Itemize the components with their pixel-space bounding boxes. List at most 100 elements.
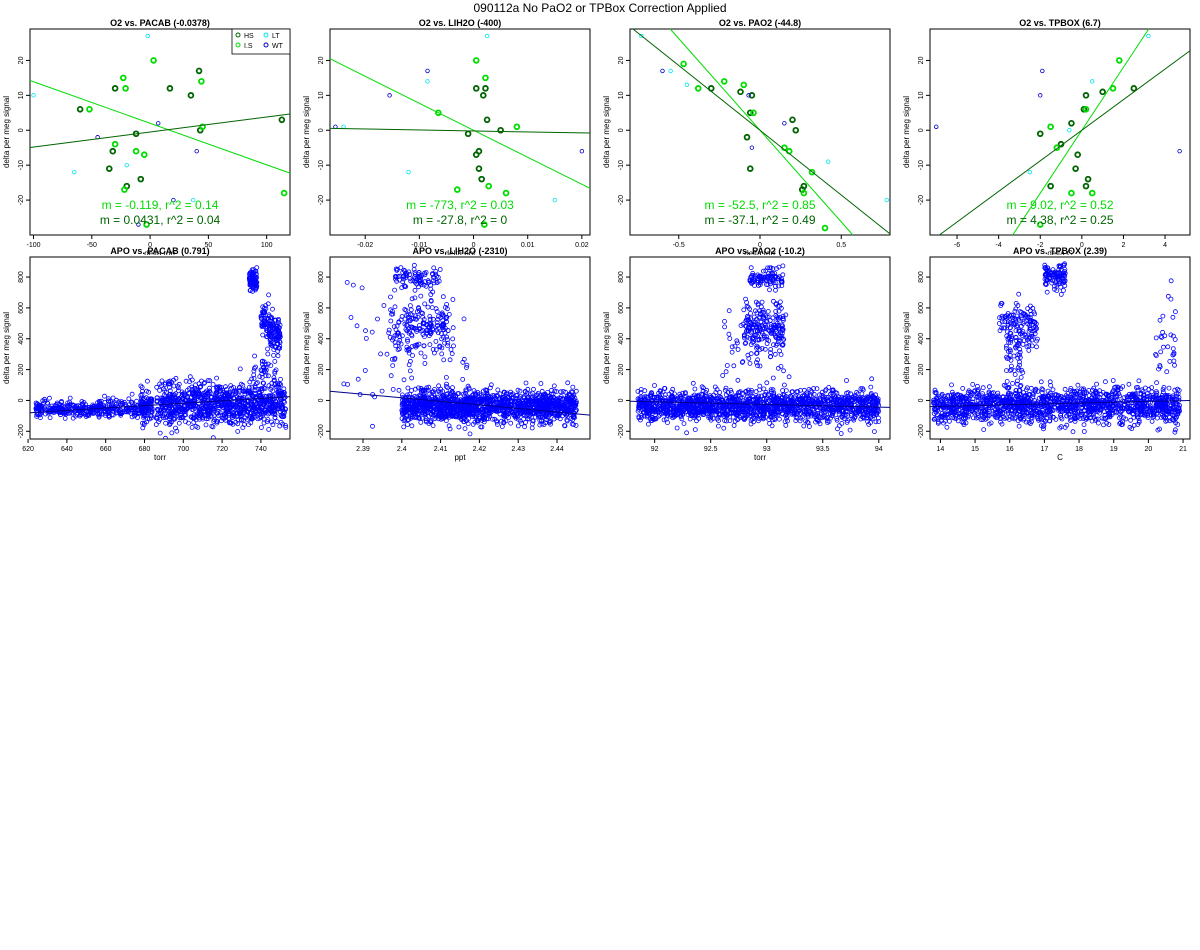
data-point-is bbox=[280, 189, 288, 197]
data-point bbox=[103, 412, 108, 418]
page-title: 090112a No PaO2 or TPBox Correction Appl… bbox=[473, 1, 727, 15]
chart-title: O2 vs. LIH2O (-400) bbox=[419, 18, 502, 28]
data-point bbox=[562, 423, 567, 428]
data-point bbox=[404, 272, 409, 278]
data-point bbox=[250, 288, 256, 294]
legend-label: I.S bbox=[244, 43, 253, 50]
data-point-is bbox=[1068, 189, 1075, 197]
fit-label: m = -52.5, r^2 = 0.85 bbox=[704, 198, 815, 212]
data-point bbox=[731, 423, 737, 428]
data-point bbox=[406, 350, 412, 356]
data-point bbox=[530, 418, 536, 424]
plot-frame bbox=[29, 256, 291, 440]
data-point-is bbox=[680, 60, 687, 68]
data-point bbox=[240, 425, 246, 431]
data-point bbox=[834, 415, 840, 421]
data-point-wt bbox=[749, 145, 755, 150]
data-point bbox=[521, 395, 527, 401]
data-point bbox=[529, 390, 535, 396]
data-point bbox=[215, 384, 221, 390]
data-point bbox=[562, 389, 568, 395]
data-point bbox=[269, 403, 274, 409]
data-point bbox=[159, 378, 165, 384]
data-point bbox=[420, 314, 426, 320]
data-point bbox=[169, 410, 175, 415]
data-point-wt bbox=[934, 124, 939, 129]
data-point bbox=[185, 403, 191, 409]
data-point bbox=[537, 403, 543, 409]
data-point bbox=[573, 422, 579, 428]
data-point bbox=[34, 402, 39, 408]
data-point bbox=[279, 413, 285, 419]
data-point bbox=[237, 387, 243, 393]
plot-area bbox=[330, 262, 590, 437]
data-point bbox=[67, 395, 73, 401]
data-point bbox=[539, 418, 545, 424]
data-point bbox=[740, 390, 746, 396]
data-point bbox=[443, 414, 449, 420]
data-point-hs bbox=[1074, 151, 1081, 158]
data-point bbox=[467, 412, 473, 417]
data-point bbox=[724, 418, 729, 424]
data-point bbox=[700, 392, 706, 397]
data-point bbox=[106, 410, 112, 416]
data-point bbox=[409, 375, 415, 381]
data-point bbox=[392, 340, 398, 345]
data-point bbox=[406, 394, 412, 400]
data-point bbox=[522, 389, 528, 395]
data-point bbox=[348, 315, 354, 320]
data-point-wt bbox=[156, 121, 161, 126]
data-point bbox=[806, 424, 812, 429]
data-point bbox=[519, 403, 525, 409]
data-point bbox=[434, 309, 440, 314]
data-point bbox=[272, 415, 278, 421]
data-point bbox=[262, 407, 268, 413]
panel-o2-pacab: O2 vs. PACAB (-0.0378) -100 -50 0 50 100 -20 -1… bbox=[0, 17, 300, 255]
data-point bbox=[249, 392, 255, 398]
data-point-wt bbox=[579, 149, 585, 154]
data-point bbox=[474, 417, 480, 423]
data-point bbox=[122, 409, 128, 415]
chart-apo-pao2: APO vs. PAO2 (-10.2)92 92.5 93 93.5 94-20002… bbox=[602, 246, 891, 462]
data-point bbox=[440, 294, 446, 300]
data-point bbox=[435, 323, 440, 328]
panel-o2-pao2: O2 vs. PAO2 (-44.8) -0.5 0 0.5 -20 -10 0 10 20 de… bbox=[600, 17, 900, 255]
x-tick-label: 94 bbox=[875, 446, 883, 453]
data-point-is bbox=[132, 147, 140, 155]
data-point bbox=[422, 409, 427, 415]
data-point-hs bbox=[464, 130, 472, 138]
data-point bbox=[404, 313, 409, 318]
y-tick-label: -10 bbox=[618, 160, 625, 170]
data-point bbox=[363, 336, 369, 341]
data-point bbox=[432, 413, 438, 418]
data-point bbox=[447, 357, 453, 363]
data-point bbox=[556, 404, 562, 410]
y-tick-label: 200 bbox=[18, 364, 25, 376]
data-point bbox=[237, 366, 243, 372]
data-point bbox=[446, 312, 452, 317]
data-point bbox=[434, 394, 440, 400]
data-point bbox=[408, 324, 414, 330]
data-point bbox=[507, 410, 513, 416]
data-point bbox=[409, 296, 415, 302]
data-point-is bbox=[485, 182, 493, 190]
data-point bbox=[433, 339, 439, 344]
data-point bbox=[464, 362, 470, 368]
data-point-is bbox=[1047, 123, 1054, 131]
data-point bbox=[266, 383, 272, 389]
data-point bbox=[78, 410, 84, 416]
data-point bbox=[106, 402, 112, 408]
data-point bbox=[162, 388, 168, 394]
data-point bbox=[257, 374, 263, 380]
chart-apo-pacab: APO vs. PACAB (0.791)620 640 660 680 700 720 7… bbox=[2, 246, 291, 462]
data-point bbox=[466, 386, 472, 392]
data-point bbox=[435, 325, 441, 331]
x-axis-label: delta C bbox=[1047, 249, 1073, 255]
data-point-wt bbox=[425, 68, 430, 74]
data-point bbox=[407, 271, 413, 277]
data-point-lt bbox=[31, 93, 36, 98]
data-point bbox=[444, 337, 450, 342]
data-point bbox=[736, 390, 742, 396]
data-point bbox=[399, 416, 405, 421]
x-tick-label: 680 bbox=[139, 446, 151, 453]
